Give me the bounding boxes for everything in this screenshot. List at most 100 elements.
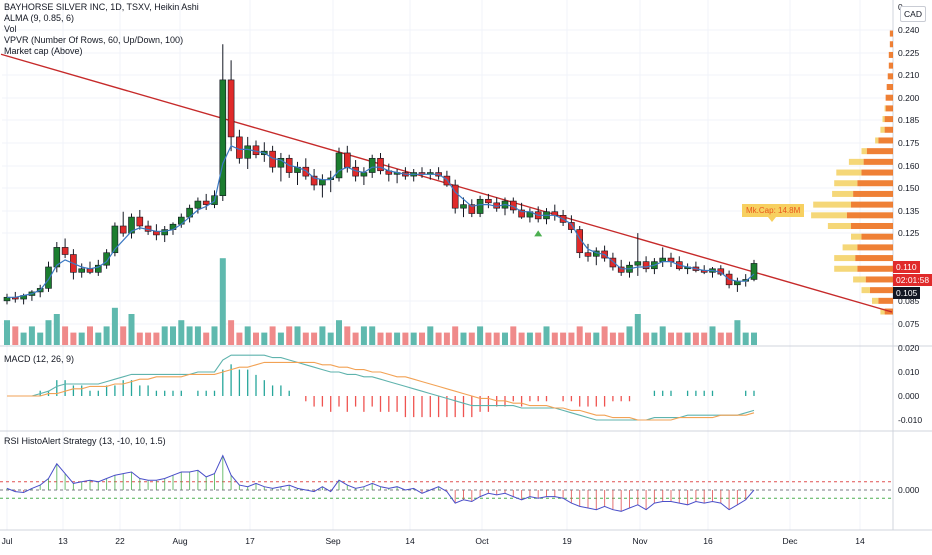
symbol-title[interactable]: BAYHORSE SILVER INC, 1D, TSXV, Heikin As… — [4, 2, 199, 12]
volume-bar — [120, 326, 127, 345]
volume-bar — [427, 326, 434, 345]
volume-bar — [360, 326, 367, 345]
vp-bar-down — [857, 265, 893, 272]
volume-bar — [236, 332, 243, 345]
volume-bar — [742, 332, 749, 345]
volume-bar — [493, 332, 500, 345]
volume-bar — [319, 326, 326, 345]
volume-bar — [302, 332, 309, 345]
volume-bar — [178, 320, 185, 345]
mcap-legend[interactable]: Market cap (Above) — [4, 46, 83, 56]
volume-bar — [568, 332, 575, 345]
currency-button[interactable]: CAD — [900, 6, 926, 22]
volume-bar — [269, 326, 276, 345]
vp-bar-up — [813, 201, 851, 208]
candle-body — [61, 247, 69, 255]
time-tick-label: Oct — [475, 536, 489, 546]
volume-bar — [161, 326, 168, 345]
grid-lines — [2, 0, 893, 530]
volume-bar — [145, 332, 152, 345]
volume-bar — [751, 332, 757, 345]
volume-bars — [4, 258, 757, 345]
volume-bar — [684, 332, 691, 345]
volume-bar — [170, 326, 176, 345]
time-tick-label: Nov — [632, 536, 648, 546]
volume-bar — [535, 332, 542, 345]
rsi-line — [6, 454, 755, 512]
volume-bar — [128, 314, 135, 345]
volume-bar — [336, 320, 342, 345]
time-tick-label: Dec — [782, 536, 798, 546]
vp-bar-down — [884, 126, 893, 133]
time-tick-label: Sep — [325, 536, 340, 546]
alma-legend[interactable]: ALMA (9, 0.85, 6) — [4, 13, 75, 23]
candle-body — [518, 209, 525, 218]
vp-bar-down — [886, 84, 893, 91]
vp-bar-up — [842, 244, 858, 251]
volume-bar — [717, 332, 724, 345]
vp-bar-up — [884, 105, 886, 112]
vp-bar-down — [863, 158, 893, 165]
rsi-pane — [0, 454, 893, 512]
candle-body — [584, 252, 592, 257]
vp-bar-down — [857, 180, 893, 187]
volume-bar — [261, 332, 268, 345]
candle-body — [750, 263, 758, 280]
volume-bar — [502, 332, 508, 345]
vp-bar-down — [851, 201, 893, 208]
vp-bar-down — [851, 223, 893, 229]
volume-bar — [385, 332, 392, 345]
rsi-title[interactable]: RSI HistoAlert Strategy (13, -10, 10, 1.… — [4, 436, 166, 446]
vp-bar-up — [880, 126, 885, 133]
vp-bar-up — [836, 169, 862, 176]
volume-bar — [228, 320, 235, 345]
price-tick-label: 0.160 — [898, 161, 920, 171]
volume-bar — [28, 326, 35, 345]
candle-body — [319, 179, 326, 186]
volume-bar — [20, 332, 27, 345]
volume-profile — [811, 30, 893, 315]
candle-body — [119, 225, 127, 234]
candle-body — [617, 266, 625, 273]
time-tick-label: 13 — [58, 536, 68, 546]
volume-bar — [377, 332, 384, 345]
candle-body — [277, 157, 285, 168]
macd-line — [7, 354, 755, 421]
vp-bar-up — [827, 223, 851, 229]
volume-bar — [12, 326, 19, 345]
countdown-tag: 02:01:58 — [893, 274, 932, 286]
axes: 0.240 0.225 0.210 0.200 0.185 0.175 0.160 0.150… — [2, 2, 923, 546]
candle-body — [609, 257, 617, 268]
volume-bar — [53, 314, 60, 345]
time-tick-label: 14 — [855, 536, 865, 546]
volume-bar — [435, 332, 442, 345]
volume-bar — [601, 326, 608, 345]
vp-bar-down — [865, 276, 893, 283]
candle-body — [302, 166, 310, 177]
volume-bar — [286, 326, 293, 345]
macd-title[interactable]: MACD (12, 26, 9) — [4, 354, 75, 364]
vpvr-legend[interactable]: VPVR (Number Of Rows, 60, Up/Down, 100) — [4, 35, 184, 45]
volume-bar — [244, 326, 251, 345]
time-tick-label: 22 — [115, 536, 125, 546]
volume-bar — [203, 332, 210, 345]
volume-bar — [62, 326, 69, 345]
vol-legend[interactable]: Vol — [4, 24, 17, 34]
candle-body — [476, 198, 484, 214]
vp-bar-up — [811, 212, 847, 219]
signal-line — [7, 361, 755, 421]
volume-bar — [468, 332, 475, 345]
volume-bar — [394, 332, 401, 345]
volume-bar — [4, 320, 10, 345]
vp-bar-up — [875, 137, 879, 144]
vp-bar-up — [853, 276, 866, 283]
vp-bar-up — [880, 308, 885, 315]
volume-bar — [626, 326, 633, 345]
volume-bar — [609, 332, 616, 345]
volume-bar — [211, 326, 218, 345]
candle-body — [128, 216, 135, 234]
candle-body — [377, 157, 384, 172]
vp-bar-up — [834, 255, 856, 262]
candle-body — [136, 216, 144, 227]
volume-bar — [294, 326, 301, 345]
